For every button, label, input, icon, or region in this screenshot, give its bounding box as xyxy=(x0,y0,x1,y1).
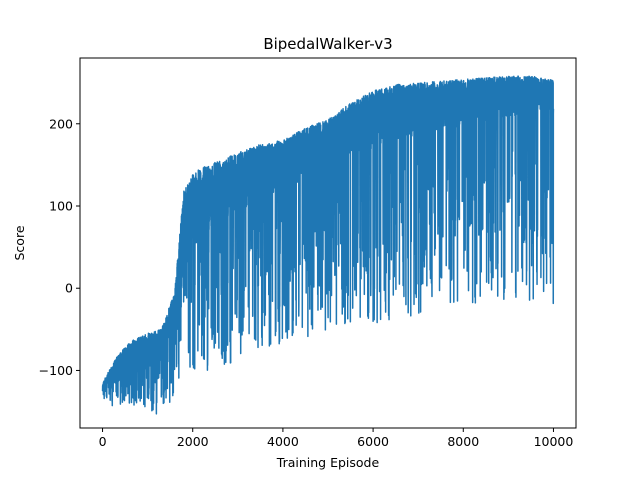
x-tick-label: 10000 xyxy=(534,434,574,449)
y-tick-label: 100 xyxy=(49,199,73,214)
x-tick-label: 4000 xyxy=(267,434,299,449)
y-axis-label: Score xyxy=(12,225,27,260)
x-tick-label: 6000 xyxy=(357,434,389,449)
plot-area xyxy=(101,75,555,415)
x-tick-label: 8000 xyxy=(447,434,479,449)
x-tick-label: 0 xyxy=(99,434,107,449)
x-axis-label: Training Episode xyxy=(276,455,380,470)
chart-title: BipedalWalker-v3 xyxy=(263,35,392,53)
y-tick-label: −100 xyxy=(39,363,73,378)
ticks: 0 2000 4000 6000 8000 10000 −100 0 100 200 xyxy=(39,116,574,449)
y-tick-label: 200 xyxy=(49,116,73,131)
y-tick-label: 0 xyxy=(65,281,73,296)
x-tick-label: 2000 xyxy=(177,434,209,449)
score-line xyxy=(101,75,555,415)
axes-frame xyxy=(79,57,577,429)
